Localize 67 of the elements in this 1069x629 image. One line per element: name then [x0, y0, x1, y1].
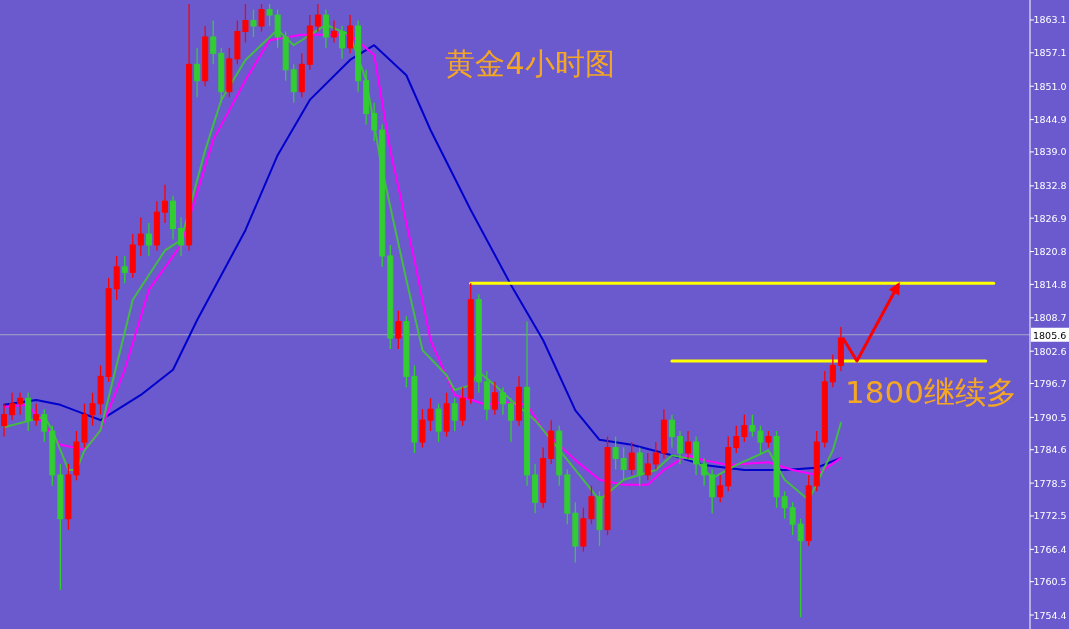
candlestick [33, 403, 40, 427]
candlestick [250, 8, 257, 38]
y-tick-label: 1826.9 [1033, 212, 1067, 224]
y-tick-label: 1772.5 [1033, 510, 1067, 522]
candlestick [210, 19, 217, 65]
candlestick [733, 424, 740, 454]
candlestick [9, 392, 16, 421]
candlestick [685, 430, 692, 460]
candlestick [797, 518, 804, 618]
y-tick-label: 1808.7 [1033, 312, 1067, 324]
candlestick [290, 63, 297, 104]
candlestick [435, 403, 442, 443]
candlestick [322, 8, 329, 49]
y-tick-label: 1796.7 [1033, 377, 1067, 389]
candlestick [41, 408, 48, 443]
candlestick [25, 392, 32, 432]
candlestick [347, 14, 354, 55]
candlestick [137, 216, 144, 257]
y-tick-label: 1784.6 [1033, 444, 1067, 456]
y-tick-label: 1754.4 [1033, 609, 1067, 621]
candlestick [338, 25, 345, 60]
candlestick [668, 414, 675, 449]
y-tick-label: 1802.6 [1033, 345, 1067, 357]
y-tick-label: 1790.5 [1033, 411, 1067, 423]
candlestick [258, 3, 265, 33]
y-tick-label: 1820.8 [1033, 246, 1067, 258]
y-tick-label: 1857.1 [1033, 47, 1067, 59]
candlestick [161, 184, 168, 224]
candlestick [451, 397, 458, 432]
text: 黄金4小时图 [445, 46, 615, 81]
y-tick-label: 1778.5 [1033, 477, 1067, 489]
y-tick-label: 1832.8 [1033, 180, 1067, 192]
candlestick [1, 403, 8, 438]
candlestick [507, 397, 514, 443]
y-tick-label: 1760.5 [1033, 576, 1067, 588]
y-tick-label: 1766.4 [1033, 543, 1067, 555]
candlestick [628, 441, 635, 476]
candlestick [676, 430, 683, 465]
candlestick [330, 19, 337, 44]
ref-line-label: 1805.6 [1033, 329, 1067, 341]
y-tick-label: 1863.1 [1033, 14, 1067, 26]
candlestick [459, 386, 466, 427]
candlestick [709, 468, 716, 514]
y-tick-label: 1814.8 [1033, 278, 1067, 290]
y-tick-label: 1839.0 [1033, 146, 1067, 158]
candlestick [491, 381, 498, 416]
candlestick [829, 353, 836, 388]
candlestick [701, 457, 708, 487]
candlestick [499, 386, 506, 416]
y-tick-label: 1851.0 [1033, 80, 1067, 92]
annotation: 1800继续多 [845, 374, 1017, 411]
y-tick-label: 1844.9 [1033, 114, 1067, 126]
candlestick [178, 216, 185, 257]
candlestick [17, 392, 24, 416]
candlestick [395, 310, 402, 350]
candlestick [371, 101, 378, 142]
candlestick [693, 435, 700, 476]
candlestick [314, 3, 321, 33]
candlestick [741, 414, 748, 443]
candlestick [644, 452, 651, 482]
candlestick [636, 446, 643, 487]
candlestick [121, 255, 128, 284]
candlestick [194, 47, 201, 98]
candlestick [113, 255, 120, 301]
candlestick [652, 441, 659, 471]
candlestick [145, 222, 152, 257]
candlestick [717, 474, 724, 503]
